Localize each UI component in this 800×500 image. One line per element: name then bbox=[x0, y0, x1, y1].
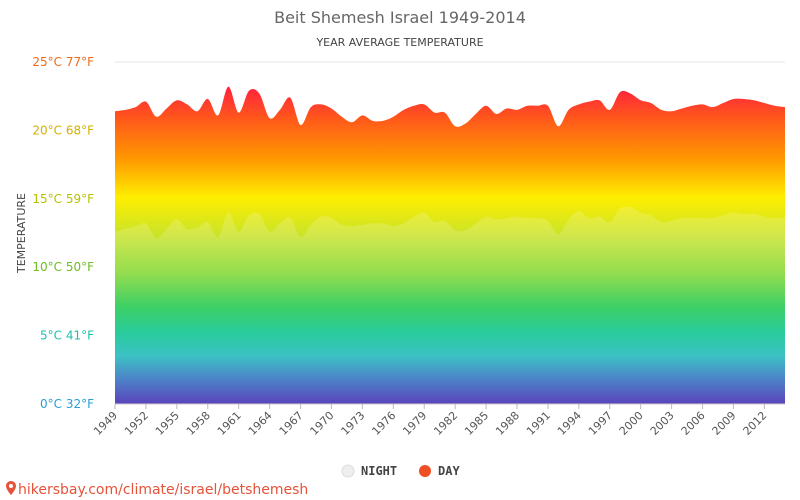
legend-item-day[interactable]: DAY bbox=[419, 464, 460, 478]
x-tick-label: 1949 bbox=[91, 409, 120, 438]
legend: NIGHT DAY bbox=[341, 464, 460, 478]
x-tick-label: 1952 bbox=[122, 409, 151, 438]
x-tick-label: 2009 bbox=[710, 409, 739, 438]
x-tick-label: 1979 bbox=[400, 409, 429, 438]
x-tick-label: 1967 bbox=[277, 409, 306, 438]
y-tick-label: 20°C 68°F bbox=[32, 123, 94, 137]
source-url: hikersbay.com/climate/israel/betshemesh bbox=[18, 482, 308, 498]
x-tick-label: 1958 bbox=[184, 409, 213, 438]
legend-item-night[interactable]: NIGHT bbox=[341, 464, 397, 478]
x-tick-label: 1982 bbox=[431, 409, 460, 438]
chart-title: Beit Shemesh Israel 1949-2014 bbox=[274, 8, 526, 27]
legend-night-swatch bbox=[341, 464, 355, 478]
y-tick-label: 10°C 50°F bbox=[32, 260, 94, 274]
y-axis-ticks: 0°C 32°F 5°C 41°F 10°C 50°F 15°C 59°F 20°C 6… bbox=[32, 55, 94, 411]
x-tick-label: 1955 bbox=[153, 409, 182, 438]
x-tick-label: 1973 bbox=[339, 409, 368, 438]
x-tick-label: 1994 bbox=[555, 409, 584, 438]
x-tick-label: 1997 bbox=[586, 409, 615, 438]
x-tick-label: 2000 bbox=[617, 409, 646, 438]
x-tick-label: 2012 bbox=[741, 409, 770, 438]
legend-day-label: DAY bbox=[438, 464, 460, 478]
x-tick-label: 1964 bbox=[246, 409, 275, 438]
y-tick-label: 0°C 32°F bbox=[40, 397, 94, 411]
legend-day-swatch bbox=[419, 465, 431, 477]
x-tick-label: 2003 bbox=[648, 409, 677, 438]
y-axis-label: TEMPERATURE bbox=[15, 193, 28, 274]
day-area bbox=[115, 86, 785, 404]
x-axis-ticks: 1949 1952 1955 1958 1961 1964 1967 1970 1973 1976… bbox=[91, 404, 770, 438]
x-tick-label: 2006 bbox=[679, 409, 708, 438]
legend-night-label: NIGHT bbox=[361, 464, 397, 478]
x-tick-label: 1970 bbox=[308, 409, 337, 438]
x-tick-label: 1988 bbox=[493, 409, 522, 438]
map-pin-icon bbox=[6, 481, 16, 495]
y-tick-label: 5°C 41°F bbox=[40, 329, 94, 343]
x-tick-label: 1961 bbox=[215, 409, 244, 438]
night-area bbox=[115, 206, 785, 404]
source-link[interactable]: hikersbay.com/climate/israel/betshemesh bbox=[6, 481, 308, 498]
x-tick-label: 1985 bbox=[462, 409, 491, 438]
y-tick-label: 25°C 77°F bbox=[32, 55, 94, 69]
y-tick-label: 15°C 59°F bbox=[32, 192, 94, 206]
plot-areas bbox=[115, 86, 785, 405]
chart-subtitle: YEAR AVERAGE TEMPERATURE bbox=[315, 36, 483, 49]
x-tick-label: 1991 bbox=[524, 409, 553, 438]
x-tick-label: 1976 bbox=[369, 409, 398, 438]
